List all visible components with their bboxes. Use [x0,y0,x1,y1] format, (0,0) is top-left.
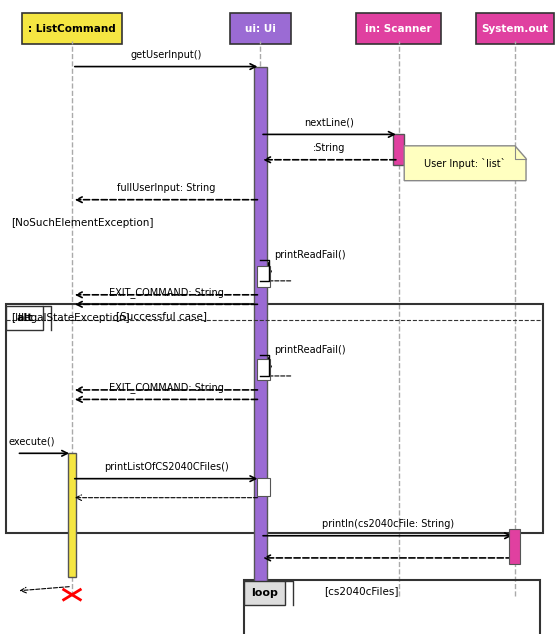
Text: System.out: System.out [481,23,549,34]
Polygon shape [404,146,526,181]
Bar [257,359,270,380]
Text: printReadFail(): printReadFail() [274,345,346,355]
Text: printReadFail(): printReadFail() [274,250,346,260]
Text: : ListCommand: : ListCommand [28,23,116,34]
Bar [257,266,270,287]
Text: getUserInput(): getUserInput() [130,50,202,60]
Bar [257,478,270,496]
Text: User Input: `list`: User Input: `list` [424,158,506,169]
Text: [NoSuchElementException]: [NoSuchElementException] [11,218,154,228]
Bar [393,134,404,165]
Text: [cs2040cFiles]: [cs2040cFiles] [324,586,398,597]
Text: loop: loop [251,588,278,598]
Text: execute(): execute() [8,437,55,447]
Text: EXIT_COMMAND: String: EXIT_COMMAND: String [109,382,223,394]
FancyBboxPatch shape [476,13,554,44]
FancyBboxPatch shape [356,13,441,44]
FancyBboxPatch shape [6,306,43,330]
Text: ui: Ui: ui: Ui [245,23,276,34]
Bar [67,453,76,577]
FancyBboxPatch shape [230,13,291,44]
Bar [510,529,520,564]
Text: EXIT_COMMAND: String: EXIT_COMMAND: String [109,287,223,299]
Bar [253,67,267,595]
Text: nextLine(): nextLine() [305,118,354,128]
Text: :String: :String [313,143,346,153]
Text: [IllegalStateException]: [IllegalStateException] [11,313,130,323]
Text: fullUserInput: String: fullUserInput: String [117,183,216,193]
FancyBboxPatch shape [243,581,285,605]
FancyBboxPatch shape [22,13,121,44]
Text: println(cs2040cFile: String): println(cs2040cFile: String) [321,519,453,529]
Text: in: Scanner: in: Scanner [365,23,432,34]
Text: alt: alt [16,313,33,323]
Text: [Successful case]: [Successful case] [116,311,207,321]
Text: printListOfCS2040CFiles(): printListOfCS2040CFiles() [104,462,228,472]
